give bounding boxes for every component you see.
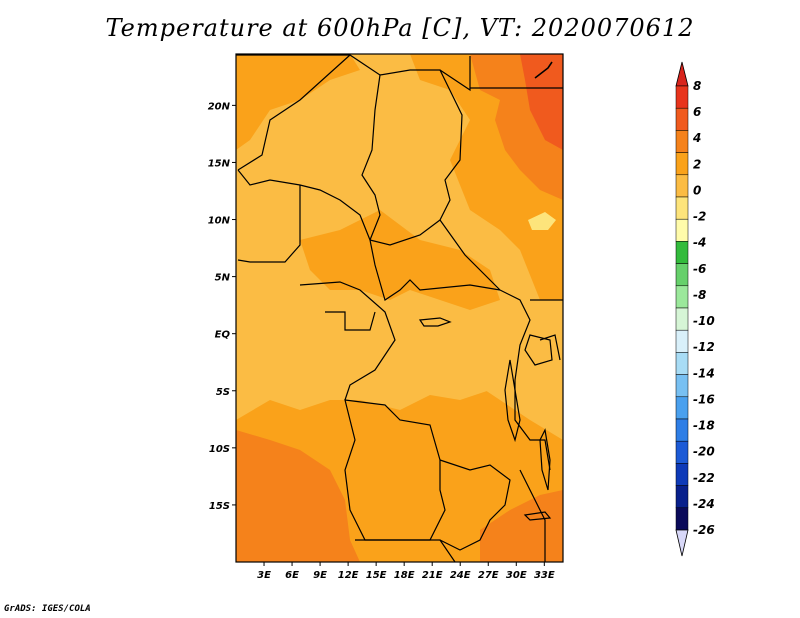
colorbar-segment [675,418,689,442]
colorbar-segment [675,352,689,375]
lat-tick-label: 10N [208,216,231,227]
plot-frame [235,53,564,563]
temperature-zone-2-4-central [300,210,500,310]
colorbar-label: -12 [693,340,715,354]
grads-credit: GrADS: IGES/COLA [4,604,91,614]
colorbar-label: 8 [693,79,701,93]
lon-tick-label: 27E [478,570,499,581]
colorbar-label: -18 [693,419,715,433]
lakes [418,317,553,521]
colorbar-label: -4 [693,236,706,250]
colorbar-segment [675,263,689,287]
lon-tick-label: 12E [338,570,359,581]
lat-tick-label: 5N [215,273,231,284]
lon-tick-label: 24E [450,570,471,581]
lake-feature-top-right [534,61,553,79]
map-title: Temperature at 600hPa [C], VT: 202007061… [105,14,695,42]
colorbar-label: 2 [693,157,701,171]
lat-tick-label: 20N [208,101,231,112]
colorbar-label: -2 [693,210,706,224]
temperature-zone-0-2-lake-region [390,320,500,400]
longitude-axis: 3E 6E 9E 12E 15E 18E 21E 24E 27E 30E 33E [257,562,555,581]
colorbar-segment [675,329,689,353]
temperature-zone-4-6-southwest [236,430,360,562]
lon-tick-label: 3E [257,570,271,581]
lat-tick-label: 15N [208,158,231,169]
colorbar-segment [675,85,689,109]
lon-tick-label: 6E [285,570,299,581]
colorbar-segment [675,130,689,153]
colorbar-label: 0 [693,183,701,197]
lon-tick-label: 18E [394,570,415,581]
colorbar-segment [675,196,689,220]
temperature-zone-2-4-west [236,54,360,150]
lat-tick-label: 5S [216,387,230,398]
colorbar-segment [675,463,689,486]
colorbar-label: -22 [693,471,715,485]
colorbar-segment [675,485,689,509]
colorbar-segment [675,307,689,331]
colorbar-segment [675,107,689,131]
colorbar-label: -10 [693,314,715,328]
lon-tick-label: 21E [422,570,443,581]
lat-tick-label: EQ [215,330,231,341]
lat-tick-label: 15S [209,501,230,512]
country-borders [236,54,563,562]
temperature-zone-minus2-0-patch [528,212,556,230]
colorbar-segment [675,174,689,198]
colorbar-label: -24 [693,497,715,511]
colorbar-bottom-triangle [675,529,689,557]
lon-tick-label: 9E [313,570,327,581]
colorbar-segment [675,396,689,420]
latitude-axis: 20N 15N 10N 5N EQ 5S 10S 15S [208,101,236,512]
temperature-zone-6-8-northeast [520,54,563,150]
colorbar-label: -16 [693,392,715,406]
colorbar-label: -6 [693,262,706,276]
colorbar-segment [675,507,689,531]
colorbar-segment [675,152,689,176]
colorbar-label: 4 [692,131,701,145]
colorbar-top-triangle [675,61,689,87]
colorbar-segment [675,285,689,309]
colorbar-segment [675,218,689,242]
colorbar-label: -8 [693,288,706,302]
colorbar-segment [675,440,689,464]
lon-tick-label: 33E [534,570,555,581]
lat-tick-label: 10S [209,444,230,455]
plot-area [236,54,563,562]
colorbar-label: -26 [693,523,715,537]
colorbar-label: -20 [693,445,715,459]
lon-tick-label: 15E [366,570,387,581]
lon-tick-label: 30E [506,570,527,581]
colorbar-segment [675,374,689,398]
temperature-zone-4-6-southeast [480,490,563,562]
colorbar-label: -14 [693,366,715,380]
colorbar-label: 6 [693,105,701,119]
colorbar: 8 6 4 2 0 -2 -4 -6 -8 -10 -12 -14 -16 -18 -20 -22 -24 -26 [675,61,715,557]
colorbar-segment [675,241,689,264]
